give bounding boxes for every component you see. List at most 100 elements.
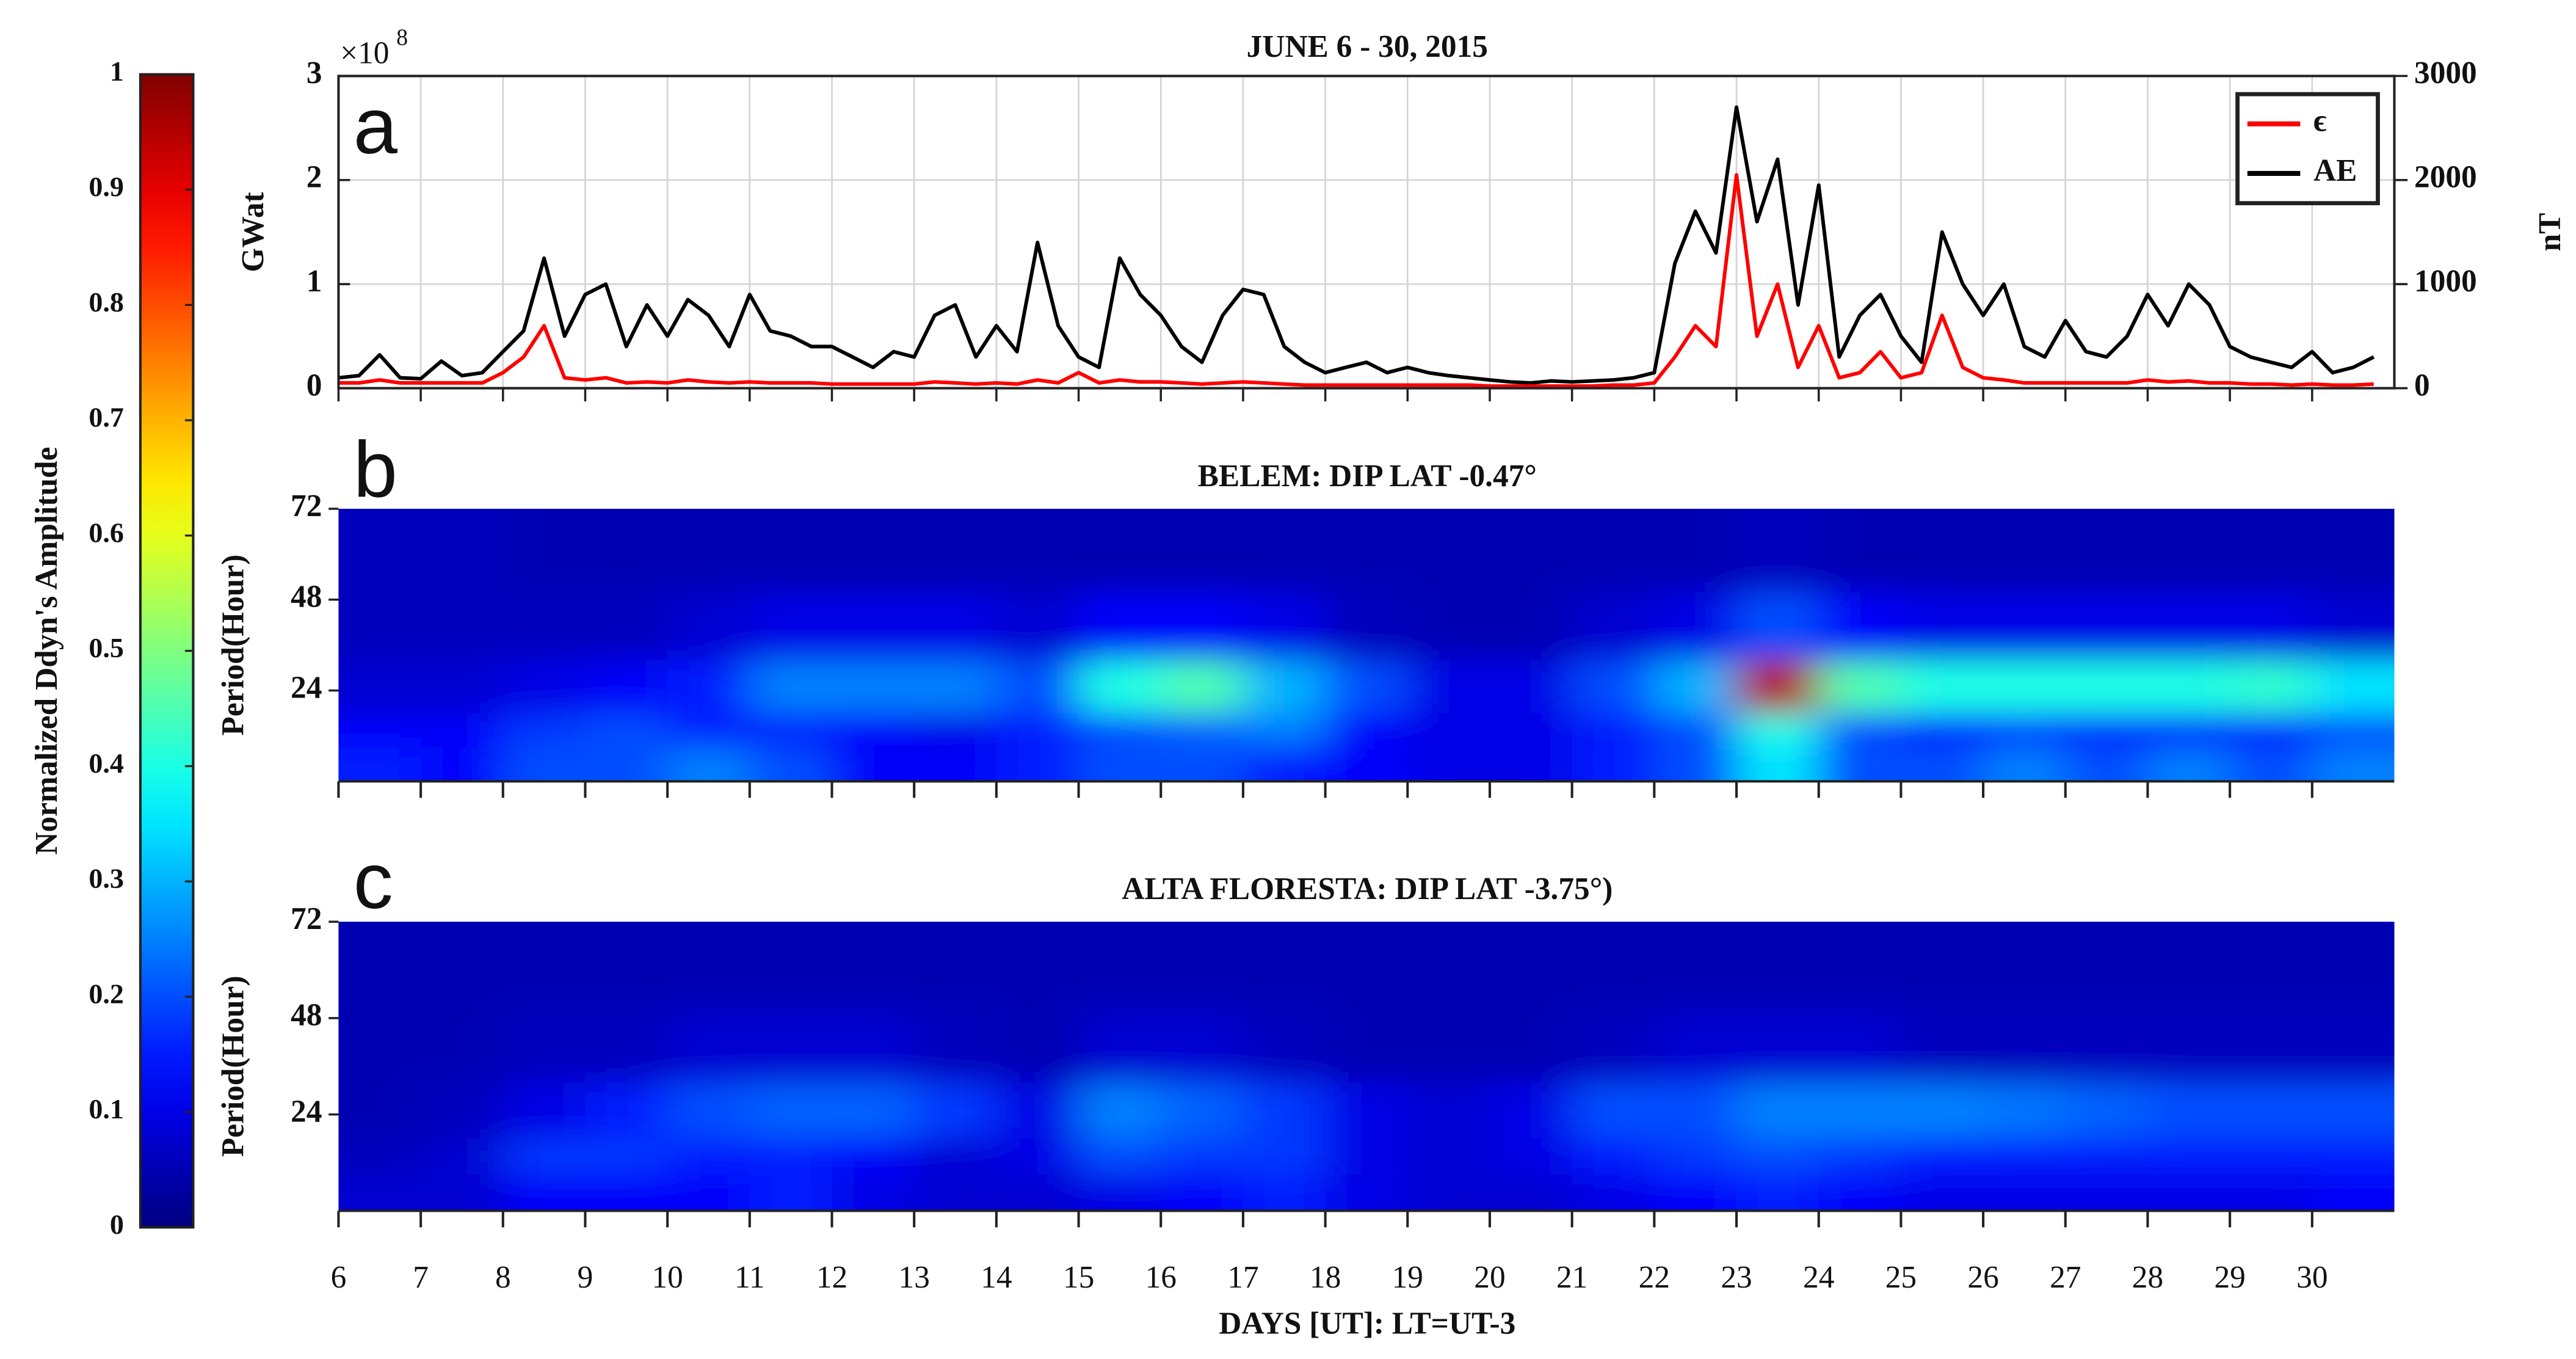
heatmap-cell	[2312, 1010, 2395, 1083]
heatmap-cell	[1078, 1082, 1162, 1139]
heatmap-cell	[1489, 592, 1573, 660]
heatmap-cell	[1736, 1175, 1820, 1211]
heatmap-cell	[338, 1139, 422, 1175]
heatmap-cell	[2230, 713, 2313, 748]
heatmap-cell	[1078, 592, 1162, 660]
colorbar-tick-label: 0.3	[89, 863, 123, 894]
x-tick-label: 15	[1063, 1260, 1094, 1295]
x-axis-label: DAYS [UT]: LT=UT-3	[1219, 1306, 1515, 1341]
panel-title: BELEM: DIP LAT -0.47°	[1198, 459, 1537, 494]
y-tick-label: 24	[291, 670, 322, 705]
heatmap-cell	[667, 660, 751, 713]
x-tick-label: 20	[1474, 1260, 1505, 1295]
heatmap-cell	[338, 713, 422, 748]
legend-box	[2235, 92, 2380, 206]
heatmap-cell	[1654, 713, 1738, 748]
heatmap-cell	[667, 1010, 751, 1083]
y-tick-label: 48	[291, 580, 322, 614]
heatmap-cell	[1901, 1010, 1984, 1083]
heatmap-cell	[1325, 1139, 1409, 1175]
heatmap-cell	[1407, 1010, 1491, 1083]
x-tick-label: 10	[651, 1260, 683, 1295]
panel-letter: a	[354, 81, 398, 170]
heatmap-cell	[1901, 1139, 1984, 1175]
heatmap-cell	[1654, 508, 1738, 592]
heatmap-cell	[1489, 660, 1573, 713]
heatmap-cell	[1736, 747, 1820, 782]
heatmap-cell	[585, 660, 669, 713]
heatmap-cell	[1983, 1082, 2067, 1139]
heatmap-cell	[503, 922, 586, 1010]
heatmap-cell	[2065, 1139, 2149, 1175]
heatmap-cell	[1243, 1010, 1326, 1083]
legend-label: ϵ	[2313, 104, 2327, 139]
x-tick-label: 29	[2214, 1260, 2245, 1295]
heatmap-cell	[421, 592, 504, 660]
heatmap-cell	[1572, 747, 1655, 782]
x-tick-label: 19	[1392, 1260, 1423, 1295]
y-tick-label: 72	[291, 489, 322, 523]
heatmap-cell	[1407, 1082, 1491, 1139]
heatmap-cell	[667, 1139, 751, 1175]
heatmap-cell	[1736, 1082, 1820, 1139]
heatmap-cell	[421, 1010, 504, 1083]
heatmap-cell	[832, 1082, 915, 1139]
x-tick-label: 12	[816, 1260, 847, 1295]
heatmap-cell	[503, 508, 586, 592]
heatmap-cell	[1161, 660, 1244, 713]
heatmap-cell	[2065, 1082, 2149, 1139]
heatmap-cell	[585, 747, 669, 782]
series-line	[338, 105, 2375, 385]
heatmap-cell	[749, 747, 833, 782]
colorbar-tick-label: 0.8	[89, 286, 123, 318]
y-tick-label: 0	[307, 368, 322, 403]
heatmap-cell	[832, 747, 915, 782]
heatmap-cell	[1818, 1082, 1902, 1139]
heatmap-cell	[1489, 922, 1573, 1010]
heatmap-cell	[2312, 713, 2395, 748]
heatmap-cell	[1736, 922, 1820, 1010]
x-tick-label: 23	[1721, 1260, 1752, 1295]
heatmap-cell	[1325, 922, 1409, 1010]
heatmap-cell	[503, 1175, 586, 1211]
heatmap-cell	[1818, 922, 1902, 1010]
heatmap-cell	[338, 1010, 422, 1083]
heatmap-cell	[1654, 1010, 1738, 1083]
heatmap-cell	[338, 1082, 422, 1139]
heatmap-cell	[914, 660, 998, 713]
heatmap-cell	[1983, 508, 2067, 592]
heatmap-cell	[1901, 1082, 1984, 1139]
heatmap-cell	[914, 713, 998, 748]
heatmap-cell	[1325, 713, 1409, 748]
heatmap-cell	[1243, 1139, 1326, 1175]
heatmap-cell	[1407, 660, 1491, 713]
colorbar-tick-label: 0.1	[89, 1093, 123, 1124]
heatmap-cell	[1161, 713, 1244, 748]
heatmap-cell	[749, 592, 833, 660]
heatmap-cell	[1243, 747, 1326, 782]
heatmap-cell	[503, 713, 586, 748]
x-tick-label: 6	[331, 1260, 347, 1295]
heatmap-cell	[914, 1175, 998, 1211]
heatmap-cell	[667, 1175, 751, 1211]
heatmap-cell	[2312, 747, 2395, 782]
heatmap-cell	[2147, 592, 2231, 660]
heatmap-cell	[996, 592, 1079, 660]
heatmap-cell	[1489, 1010, 1573, 1083]
heatmap-cell	[503, 1139, 586, 1175]
heatmap-cell	[1243, 922, 1326, 1010]
heatmap-cell	[585, 508, 669, 592]
heatmap-cell	[749, 922, 833, 1010]
heatmap-cell	[667, 592, 751, 660]
heatmap-cell	[2230, 508, 2313, 592]
colorbar-tick-label: 0.2	[89, 978, 123, 1009]
heatmap-cell	[1818, 592, 1902, 660]
y-axis-label: Period(Hour)	[216, 975, 251, 1157]
heatmap-cell	[914, 747, 998, 782]
heatmap-cell	[1161, 922, 1244, 1010]
heatmap-cell	[1161, 1010, 1244, 1083]
y-axis-label: GWat	[236, 192, 270, 272]
x-tick-label: 26	[1967, 1260, 1998, 1295]
heatmap-cell	[1572, 592, 1655, 660]
heatmap-cell	[2312, 508, 2395, 592]
